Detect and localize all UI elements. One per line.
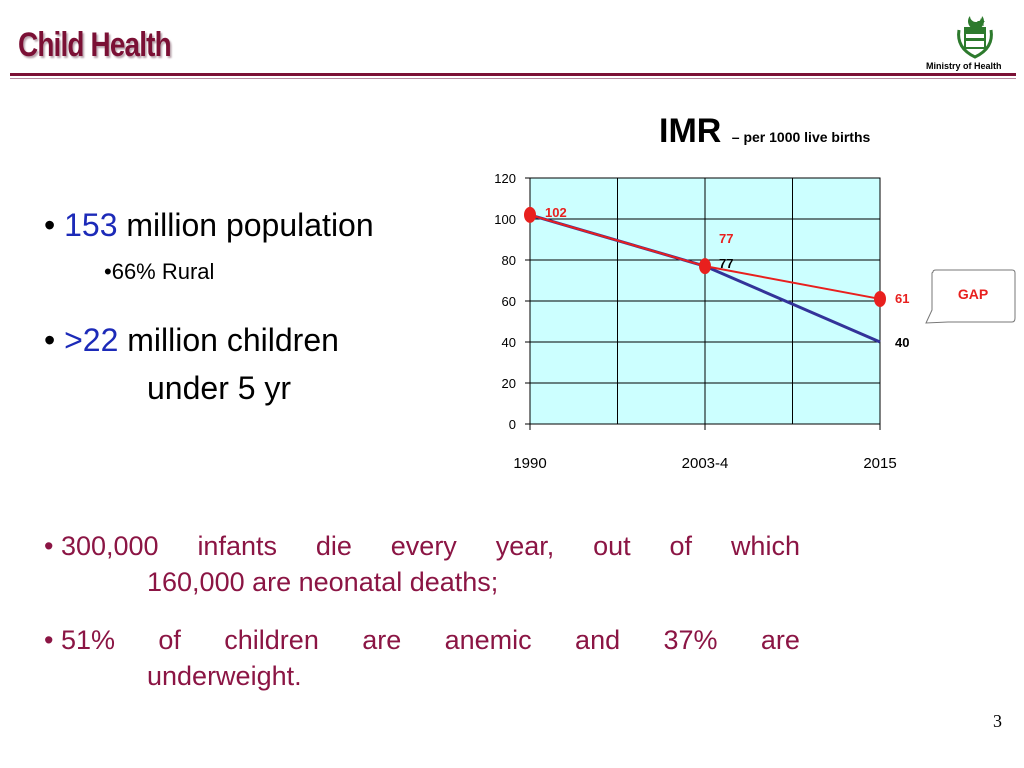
x-tick-label: 2003-4 [682,455,729,472]
word: every [390,531,457,561]
y-tick-label: 20 [502,376,516,391]
bullet-children: • >22 million children [44,322,339,358]
word: out [593,531,631,561]
bullet-population: • 153 million population [44,207,374,243]
word: are [362,625,402,655]
children-text: million children [127,322,339,358]
word: of [669,531,693,561]
word: • 300,000 [44,531,159,561]
y-tick-label: 60 [502,294,516,309]
word: 37% [663,625,718,655]
y-tick-label: 120 [494,171,516,186]
anemic-line2: underweight. [147,661,302,691]
children-number: >22 [64,322,119,358]
title-rule [10,73,1016,76]
population-text: million population [126,207,374,243]
word: are [760,625,800,655]
population-number: 153 [64,207,118,243]
chart-subtitle: – per 1000 live births [731,129,871,145]
word: anemic [444,625,532,655]
y-tick-label: 100 [494,212,516,227]
word: • 51% [44,625,115,655]
ministry-emblem-icon [957,16,993,59]
page-title: Child Health [18,26,172,64]
gap-callout-bubble [925,269,1016,324]
data-label: 102 [545,205,567,220]
x-tick-label: 1990 [513,455,546,472]
anemic-line1: • 51% of children are anemic and 37% are [44,622,800,658]
y-tick-label: 80 [502,253,516,268]
word: children [224,625,319,655]
chart-title: IMR – per 1000 live births [659,112,870,151]
data-label: 77 [719,256,733,271]
bullet-anemic: • 51% of children are anemic and 37% are underw… [44,622,800,694]
data-label: 61 [895,291,909,306]
x-tick-label: 2015 [863,455,896,472]
data-point-marker [524,206,536,223]
data-point-marker [874,290,886,307]
word: and [575,625,621,655]
bullet-rural: •66% Rural [104,259,215,284]
word: which [730,531,800,561]
children-text-line2: under 5 yr [147,370,292,406]
data-label: 40 [895,335,909,350]
infant-deaths-line1: • 300,000 infants die every year, out of which [44,528,800,564]
data-label: 77 [719,231,733,246]
word: of [158,625,181,655]
bullet-infant-deaths: • 300,000 infants die every year, out of which … [44,528,800,600]
imr-line-chart: 0 20 40 60 80 100 120 1990 2003-4 2015 102 77 61 77 40… [494,171,1016,472]
data-point-marker [699,258,711,275]
chart-title-main: IMR [659,112,722,150]
title-rule-thin [10,78,1016,79]
word: infants [197,531,277,561]
ministry-label: Ministry of Health [926,61,1002,71]
gap-callout-text: GAP [958,286,988,302]
word: die [315,531,352,561]
y-tick-label: 0 [509,417,516,432]
page-number: 3 [993,711,1002,731]
word: year, [495,531,555,561]
bottom-bullet-list: • 300,000 infants die every year, out of which … [44,528,800,716]
infant-deaths-line2: 160,000 are neonatal deaths; [147,567,499,597]
y-tick-label: 40 [502,335,516,350]
